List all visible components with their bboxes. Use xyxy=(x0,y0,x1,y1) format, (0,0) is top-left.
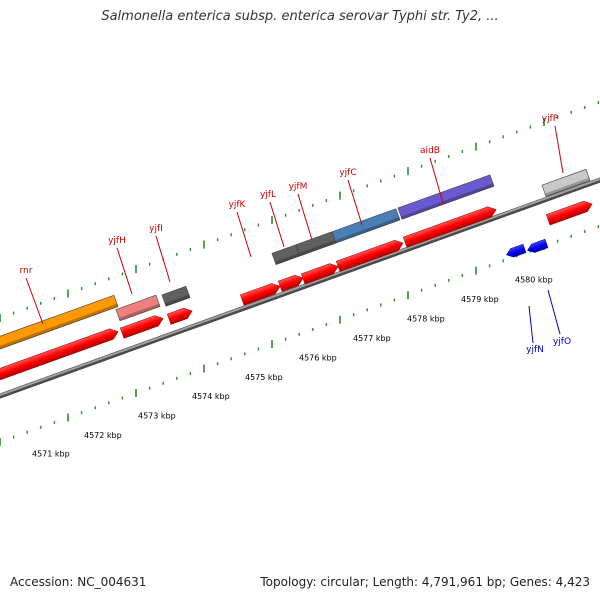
label-layer: 4571 kbp 4572 kbp 4573 kbp 4574 kbp 4575 kbp… xyxy=(20,114,572,458)
kbp-tick-label: 4572 kbp xyxy=(84,431,122,440)
kbp-tick-label: 4578 kbp xyxy=(407,314,445,323)
cds-arrow-forward xyxy=(0,328,119,383)
feature-bar-shadow-yjfH xyxy=(118,303,161,321)
leader-line-yjfO xyxy=(547,289,561,335)
feature-bar-yjfC xyxy=(331,208,401,244)
kbp-tick-label: 4579 kbp xyxy=(461,295,499,304)
kbp-tick-label: 4571 kbp xyxy=(32,449,70,458)
kbp-tick-label: 4574 kbp xyxy=(192,392,230,401)
feature-bar-yjfH xyxy=(115,294,161,322)
topology-label: Topology: circular; Length: 4,791,961 bp… xyxy=(260,575,590,589)
feature-bar-aidB xyxy=(397,174,495,220)
gene-label-yjfL: yjfL xyxy=(260,190,276,200)
feature-bar-yjfP xyxy=(541,168,591,197)
map-title: Salmonella enterica subsp. enterica sero… xyxy=(101,9,499,24)
tick-layer xyxy=(0,101,600,446)
feature-bar-shadow-aidB xyxy=(400,183,494,220)
cds-arrow-forward xyxy=(335,239,404,272)
feature-bar-shadow-yjfC xyxy=(334,217,400,244)
gene-label-yjfN: yjfN xyxy=(526,345,544,355)
leader-line-rnr xyxy=(25,277,44,325)
leader-line-yjfL xyxy=(269,201,285,248)
gene-label-rnr: rnr xyxy=(20,266,33,276)
feature-layer xyxy=(0,168,591,352)
gene-label-yjfC: yjfC xyxy=(339,168,356,178)
leader-line-yjfI xyxy=(155,235,171,283)
feature-bar-shadow-yjfL xyxy=(274,253,300,265)
leader-line-yjfP xyxy=(554,125,564,174)
feature-bar-yjfI xyxy=(161,285,191,307)
cds-layer xyxy=(0,200,593,383)
gene-label-yjfM: yjfM xyxy=(289,182,308,192)
gene-label-yjfI: yjfI xyxy=(149,224,163,234)
kbp-tick-label: 4576 kbp xyxy=(299,353,337,362)
feature-bar-shadow-yjfP xyxy=(544,177,590,197)
accession-label: Accession: NC_004631 xyxy=(10,575,147,589)
leader-line-yjfC xyxy=(347,179,363,226)
leader-line-yjfM xyxy=(297,193,313,241)
backbone-highlight xyxy=(0,177,600,397)
cds-arrow-forward xyxy=(545,200,593,226)
gene-label-aidB: aidB xyxy=(420,146,440,156)
leader-line-yjfH xyxy=(116,247,133,295)
gene-label-yjfP: yjfP xyxy=(542,114,559,124)
cds-arrow-forward xyxy=(277,274,304,292)
kbp-tick-label: 4580 kbp xyxy=(515,276,553,285)
cds-arrow-forward xyxy=(166,307,193,325)
gene-label-yjfK: yjfK xyxy=(229,200,247,210)
feature-bar-shadow-yjfM xyxy=(298,240,336,256)
kbp-tick-label: 4573 kbp xyxy=(138,411,176,420)
feature-bar-shadow-rnr xyxy=(0,303,118,351)
backbone-layer xyxy=(0,177,600,399)
leader-line-yjfK xyxy=(236,211,252,258)
feature-bar-rnr xyxy=(0,294,119,352)
cds-arrow-reverse xyxy=(506,243,527,258)
feature-bar-shadow-yjfI xyxy=(164,294,190,307)
cds-arrow-forward xyxy=(119,315,164,339)
cds-arrow-forward xyxy=(239,283,281,306)
leader-line-yjfN xyxy=(528,305,534,344)
gene-label-yjfH: yjfH xyxy=(108,236,126,246)
gene-label-yjfO: yjfO xyxy=(553,337,571,347)
cds-arrow-forward xyxy=(300,263,339,285)
kbp-tick-label: 4577 kbp xyxy=(353,334,391,343)
leader-line-aidB xyxy=(429,157,444,204)
cds-arrow-forward xyxy=(402,206,497,248)
kbp-tick-label: 4575 kbp xyxy=(245,373,283,382)
cds-arrow-reverse xyxy=(527,238,549,253)
